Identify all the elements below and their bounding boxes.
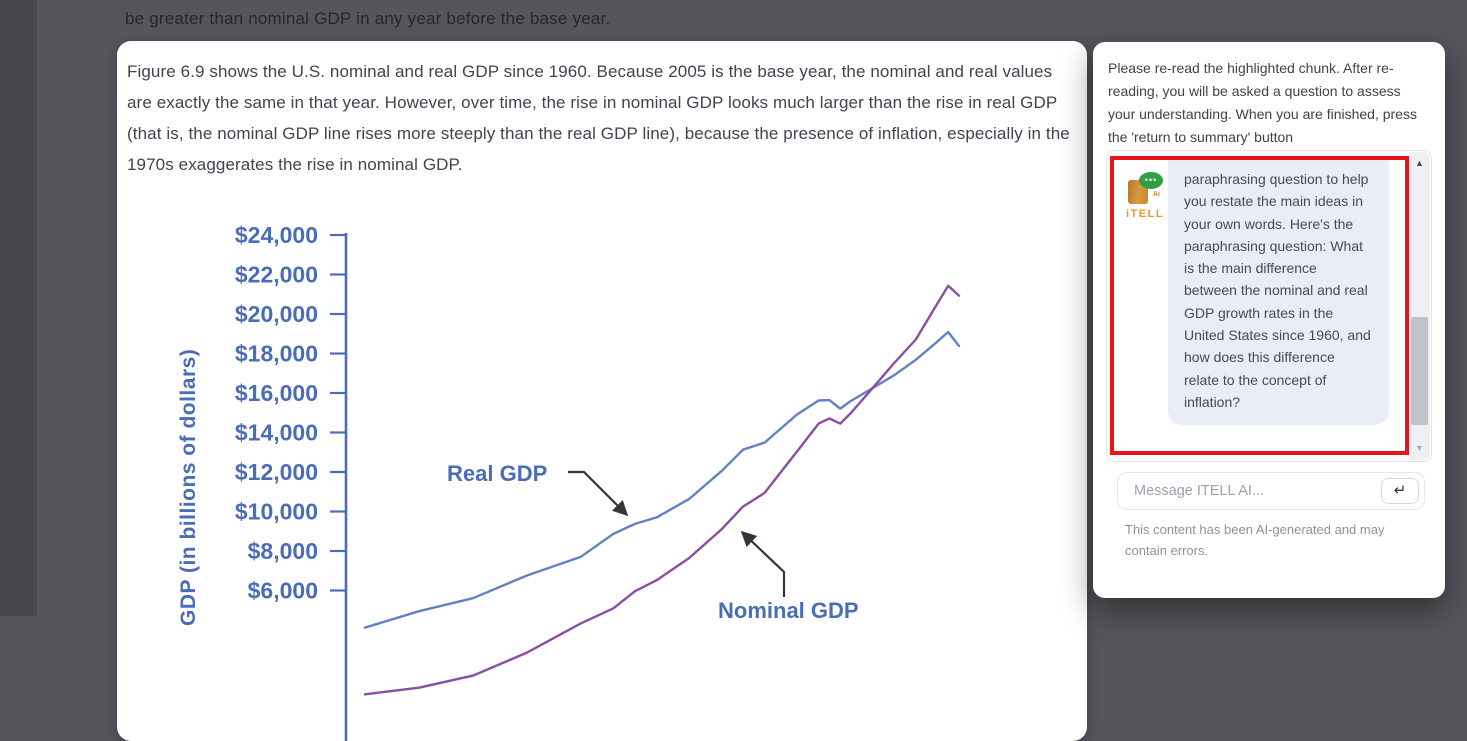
message-input-row: ↵ — [1117, 472, 1425, 510]
chunk-paragraph: Figure 6.9 shows the U.S. nominal and re… — [127, 62, 1070, 174]
ai-mini-label: Ai — [1153, 191, 1160, 198]
y-tick-label: $6,000 — [248, 578, 318, 604]
itell-avatar: ••• Ai iTELL — [1126, 172, 1172, 220]
nominal-gdp-arrow — [740, 530, 786, 597]
y-tick-label: $22,000 — [235, 262, 318, 288]
chat-bubble-icon: ••• — [1139, 172, 1163, 189]
real-gdp-label: Real GDP — [447, 461, 547, 486]
chat-scrollbar[interactable]: ▲ ▼ — [1409, 152, 1430, 460]
y-tick-label: $18,000 — [235, 341, 318, 367]
bubble-dots: ••• — [1144, 174, 1158, 185]
highlight-red-border: ••• Ai iTELL paraphrasing question to he… — [1110, 156, 1409, 455]
send-button[interactable]: ↵ — [1381, 478, 1419, 504]
left-dark-strip — [0, 0, 37, 616]
assistant-message-text: paraphrasing question to help you restat… — [1184, 171, 1371, 410]
highlighted-chunk-card: Figure 6.9 shows the U.S. nominal and re… — [117, 41, 1087, 741]
y-tick-label: $14,000 — [235, 420, 318, 446]
assistant-message-bubble: paraphrasing question to help you restat… — [1168, 160, 1389, 426]
assistant-instructions: Please re-read the highlighted chunk. Af… — [1108, 60, 1417, 145]
real-gdp-line — [363, 330, 961, 629]
gdp-line-chart: $24,000 $22,000 $20,000 $18,000 $16,000 $14,0… — [177, 222, 961, 741]
y-axis-title: GDP (in billions of dollars) — [177, 349, 200, 626]
nominal-gdp-line — [363, 284, 961, 696]
scroll-down-arrow[interactable]: ▼ — [1415, 443, 1424, 453]
ai-disclaimer: This content has been AI-generated and m… — [1125, 522, 1385, 558]
y-tick-label: $24,000 — [235, 222, 318, 248]
y-tick-label: $12,000 — [235, 459, 318, 485]
message-input[interactable] — [1118, 473, 1394, 509]
chat-message-list: ••• Ai iTELL paraphrasing question to he… — [1106, 150, 1432, 462]
previous-chunk-text: be greater than nominal GDP in any year … — [125, 9, 611, 28]
real-gdp-arrow — [568, 470, 629, 517]
nominal-gdp-label: Nominal GDP — [718, 598, 859, 623]
enter-icon: ↵ — [1393, 482, 1407, 499]
y-tick-label: $10,000 — [235, 499, 318, 525]
itell-assistant-popover: Please re-read the highlighted chunk. Af… — [1093, 42, 1445, 598]
y-tick-label: $20,000 — [235, 301, 318, 327]
scroll-up-arrow[interactable]: ▲ — [1415, 158, 1424, 168]
itell-wordmark: iTELL — [1126, 208, 1165, 220]
y-tick-label: $8,000 — [248, 538, 318, 564]
scrollbar-thumb[interactable] — [1411, 317, 1428, 425]
y-axis-ticks: $24,000 $22,000 $20,000 $18,000 $16,000 $14,0… — [235, 222, 346, 604]
y-tick-label: $16,000 — [235, 380, 318, 406]
